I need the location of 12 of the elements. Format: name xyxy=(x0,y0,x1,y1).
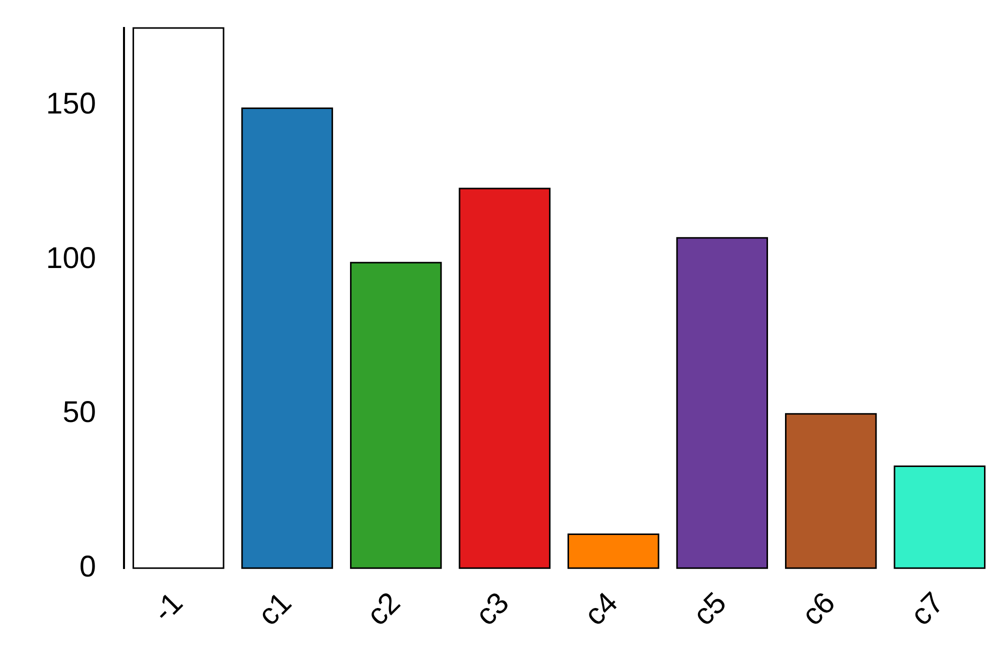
x-tick-label: c2 xyxy=(360,586,407,632)
y-tick-label: 50 xyxy=(62,396,96,430)
y-tick-label: 100 xyxy=(46,242,96,275)
x-tick-label: c3 xyxy=(470,586,516,632)
x-tick-label: c5 xyxy=(687,586,733,632)
x-tick-label: -1 xyxy=(147,586,190,629)
x-tick-label: c6 xyxy=(796,586,842,632)
y-tick-label: 0 xyxy=(79,550,96,584)
x-tick-label: c4 xyxy=(578,586,624,632)
x-tick-label: c7 xyxy=(904,586,950,632)
x-tick-label: c1 xyxy=(252,586,298,632)
y-tick-label: 150 xyxy=(46,87,96,120)
